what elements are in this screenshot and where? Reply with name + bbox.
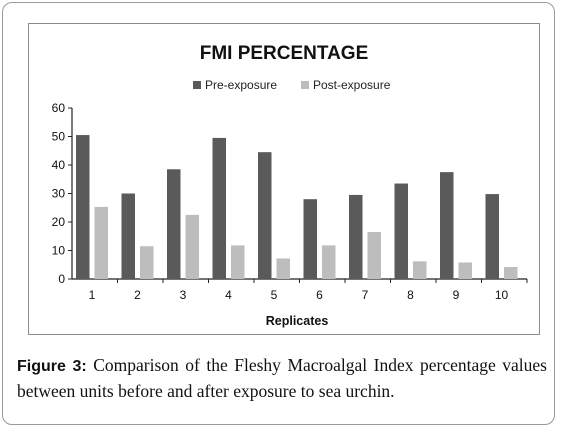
- y-tick-label: 30: [52, 187, 66, 201]
- x-tick-label: 9: [453, 288, 460, 302]
- chart-area: FMI PERCENTAGE Pre-exposure Post-exposure…: [28, 23, 540, 335]
- bar-post-exposure-6: [322, 245, 336, 279]
- bars: [76, 135, 518, 279]
- x-tick-label: 3: [180, 288, 187, 302]
- bar-pre-exposure-6: [303, 199, 317, 279]
- x-axis-label: Replicates: [266, 314, 329, 328]
- bar-post-exposure-9: [458, 262, 472, 279]
- bar-post-exposure-2: [140, 246, 154, 279]
- bar-pre-exposure-4: [212, 137, 226, 279]
- bar-pre-exposure-3: [167, 169, 181, 279]
- bar-pre-exposure-7: [349, 194, 363, 279]
- bar-post-exposure-10: [504, 267, 518, 279]
- x-tick-labels: 1 2 3 4 5 6 7 8 9 10: [89, 288, 509, 302]
- y-tick-label: 40: [52, 158, 66, 172]
- x-tick-label: 5: [271, 288, 278, 302]
- caption-label: Figure 3:: [17, 358, 87, 375]
- caption-text: Comparison of the Fleshy Macroalgal Inde…: [17, 355, 547, 401]
- y-tick-labels: 0 10 20 30 40 50 60: [52, 101, 66, 286]
- legend-swatch-pre-exposure: [193, 81, 201, 89]
- bar-post-exposure-3: [185, 214, 199, 279]
- chart-title: FMI PERCENTAGE: [200, 43, 369, 64]
- x-tick-label: 1: [89, 288, 96, 302]
- bar-post-exposure-7: [367, 231, 381, 279]
- bar-post-exposure-4: [231, 245, 245, 279]
- bar-pre-exposure-8: [394, 183, 408, 279]
- y-tick-label: 50: [52, 130, 66, 144]
- bar-pre-exposure-2: [121, 193, 135, 279]
- y-tick-label: 0: [58, 272, 65, 286]
- figure-caption: Figure 3: Comparison of the Fleshy Macro…: [17, 353, 547, 403]
- bar-post-exposure-1: [94, 206, 108, 279]
- x-tick-label: 2: [134, 288, 141, 302]
- bar-post-exposure-5: [276, 258, 290, 279]
- x-tick-label: 7: [362, 288, 369, 302]
- x-tick-label: 4: [225, 288, 232, 302]
- x-tick-label: 6: [316, 288, 323, 302]
- y-tick-label: 10: [52, 244, 66, 258]
- bar-post-exposure-8: [413, 261, 427, 279]
- bar-pre-exposure-1: [76, 135, 90, 279]
- x-tick-label: 10: [495, 288, 509, 302]
- axes: [68, 107, 528, 283]
- x-tick-label: 8: [407, 288, 414, 302]
- legend-swatch-post-exposure: [301, 81, 309, 89]
- y-tick-label: 60: [52, 101, 66, 115]
- bar-pre-exposure-9: [440, 172, 454, 279]
- legend: Pre-exposure Post-exposure: [193, 78, 391, 92]
- legend-label-pre-exposure: Pre-exposure: [205, 78, 277, 92]
- figure-frame: FMI PERCENTAGE Pre-exposure Post-exposure…: [2, 2, 555, 425]
- bar-pre-exposure-10: [485, 194, 499, 279]
- legend-label-post-exposure: Post-exposure: [313, 78, 391, 92]
- bar-chart: FMI PERCENTAGE Pre-exposure Post-exposure…: [52, 43, 528, 328]
- y-tick-label: 20: [52, 215, 66, 229]
- bar-pre-exposure-5: [258, 152, 272, 279]
